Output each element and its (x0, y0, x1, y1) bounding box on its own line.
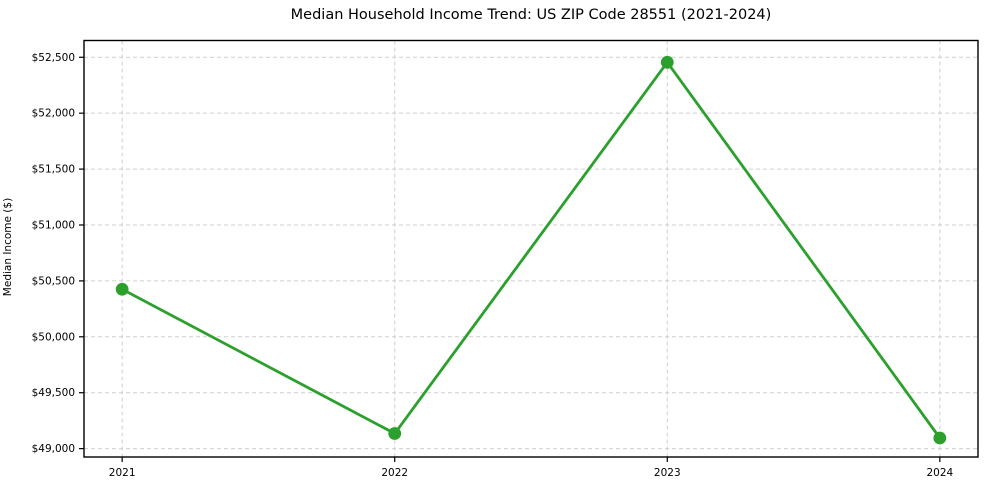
x-tick-label: 2021 (109, 467, 136, 479)
y-tick-label: $50,000 (32, 331, 75, 343)
data-point-marker (388, 427, 402, 440)
trend-line (120, 60, 942, 440)
x-tick-label: 2024 (926, 467, 953, 479)
y-tick-label: $49,000 (32, 443, 75, 455)
data-point-marker (115, 282, 129, 296)
chart-title: Median Household Income Trend: US ZIP Co… (290, 7, 772, 23)
plot-border (83, 39, 979, 458)
x-tick-label: 2022 (381, 467, 408, 479)
y-tick-label: $50,500 (32, 275, 75, 287)
y-tick-label: $52,000 (32, 108, 75, 120)
y-tick-label: $52,500 (32, 52, 75, 64)
x-tick-label: 2023 (654, 467, 681, 479)
y-tick-label: $51,500 (32, 164, 75, 176)
y-tick-label: $49,500 (32, 387, 75, 399)
data-point-marker (933, 431, 947, 445)
y-tick-label: $51,000 (32, 219, 75, 231)
data-point-marker (660, 55, 674, 69)
